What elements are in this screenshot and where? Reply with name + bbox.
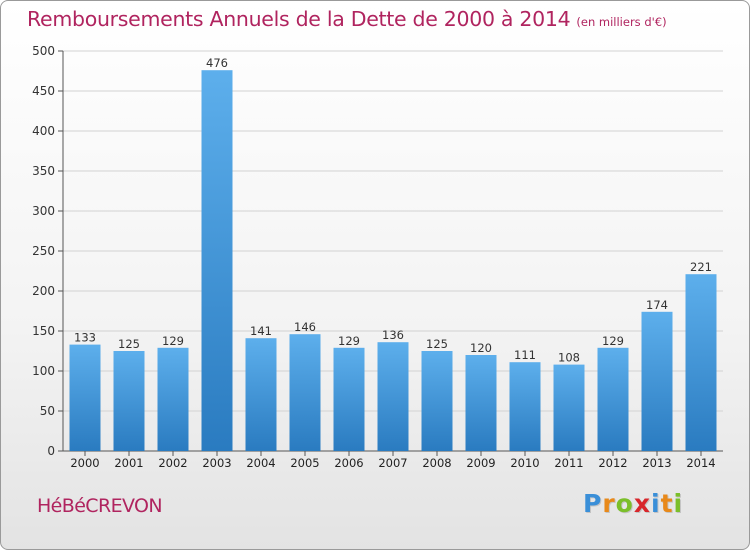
y-tick-label: 300 — [32, 204, 55, 218]
bar — [201, 70, 233, 451]
bar-value-label: 129 — [338, 334, 360, 348]
bar-value-label: 221 — [690, 260, 712, 274]
y-tick-label: 0 — [47, 444, 55, 458]
x-tick-label: 2002 — [158, 456, 187, 470]
y-tick-label: 400 — [32, 124, 55, 138]
town-name: HéBéCREVON — [37, 495, 163, 517]
bar — [69, 344, 101, 451]
x-tick-label: 2003 — [202, 456, 231, 470]
x-tick-label: 2004 — [246, 456, 275, 470]
bar-value-label: 133 — [74, 331, 96, 345]
bar — [509, 362, 541, 451]
chart-title: Remboursements Annuels de la Dette de 20… — [27, 7, 667, 31]
bar — [685, 274, 717, 451]
bar-value-label: 125 — [426, 337, 448, 351]
x-tick-label: 2006 — [334, 456, 363, 470]
labels: 0 50 100 150 200 250 300 350 400 450 500 133 2000 125… — [32, 44, 716, 470]
x-tick-label: 2011 — [554, 456, 583, 470]
bar-value-label: 125 — [118, 337, 140, 351]
logo-letter: r — [602, 489, 616, 518]
logo-letter: i — [673, 489, 684, 518]
x-tick-label: 2013 — [642, 456, 671, 470]
x-tick-label: 2001 — [114, 456, 143, 470]
logo-letter: P — [583, 489, 603, 518]
bar-value-label: 476 — [206, 56, 228, 70]
title-text: Remboursements Annuels de la Dette de 20… — [27, 7, 571, 31]
title-unit: (en milliers d'€) — [576, 15, 667, 29]
bar — [641, 311, 673, 451]
bar — [597, 347, 629, 451]
x-tick-label: 2000 — [70, 456, 99, 470]
proxiti-logo: Proxiti — [583, 489, 683, 518]
bar-value-label: 129 — [162, 334, 184, 348]
x-tick-label: 2008 — [422, 456, 451, 470]
bar — [377, 342, 409, 451]
y-tick-label: 450 — [32, 84, 55, 98]
bar — [157, 347, 189, 451]
bar-value-label: 111 — [514, 348, 536, 362]
bar-value-label: 129 — [602, 334, 624, 348]
logo-letter: t — [660, 489, 674, 518]
y-tick-label: 350 — [32, 164, 55, 178]
y-tick-label: 500 — [32, 44, 55, 58]
logo-letter: x — [633, 489, 651, 518]
bar-value-label: 120 — [470, 341, 492, 355]
bar-value-label: 146 — [294, 320, 316, 334]
x-tick-label: 2010 — [510, 456, 539, 470]
bar-value-label: 141 — [250, 324, 272, 338]
bar — [289, 334, 321, 451]
x-tick-label: 2014 — [686, 456, 715, 470]
bar — [553, 364, 585, 451]
x-tick-label: 2012 — [598, 456, 627, 470]
bar-value-label: 174 — [646, 298, 668, 312]
logo-letter: o — [615, 489, 634, 518]
bar — [465, 355, 497, 451]
y-tick-label: 200 — [32, 284, 55, 298]
bar — [113, 351, 145, 451]
y-tick-label: 150 — [32, 324, 55, 338]
bar-value-label: 108 — [558, 351, 580, 365]
y-tick-label: 100 — [32, 364, 55, 378]
bar — [333, 347, 365, 451]
bars — [69, 70, 717, 451]
y-tick-label: 250 — [32, 244, 55, 258]
logo-letter: i — [651, 489, 661, 518]
x-tick-label: 2005 — [290, 456, 319, 470]
bar — [245, 338, 277, 451]
y-tick-label: 50 — [40, 404, 55, 418]
bar — [421, 351, 453, 451]
x-tick-label: 2009 — [466, 456, 495, 470]
x-tick-label: 2007 — [378, 456, 407, 470]
bar-value-label: 136 — [382, 328, 404, 342]
